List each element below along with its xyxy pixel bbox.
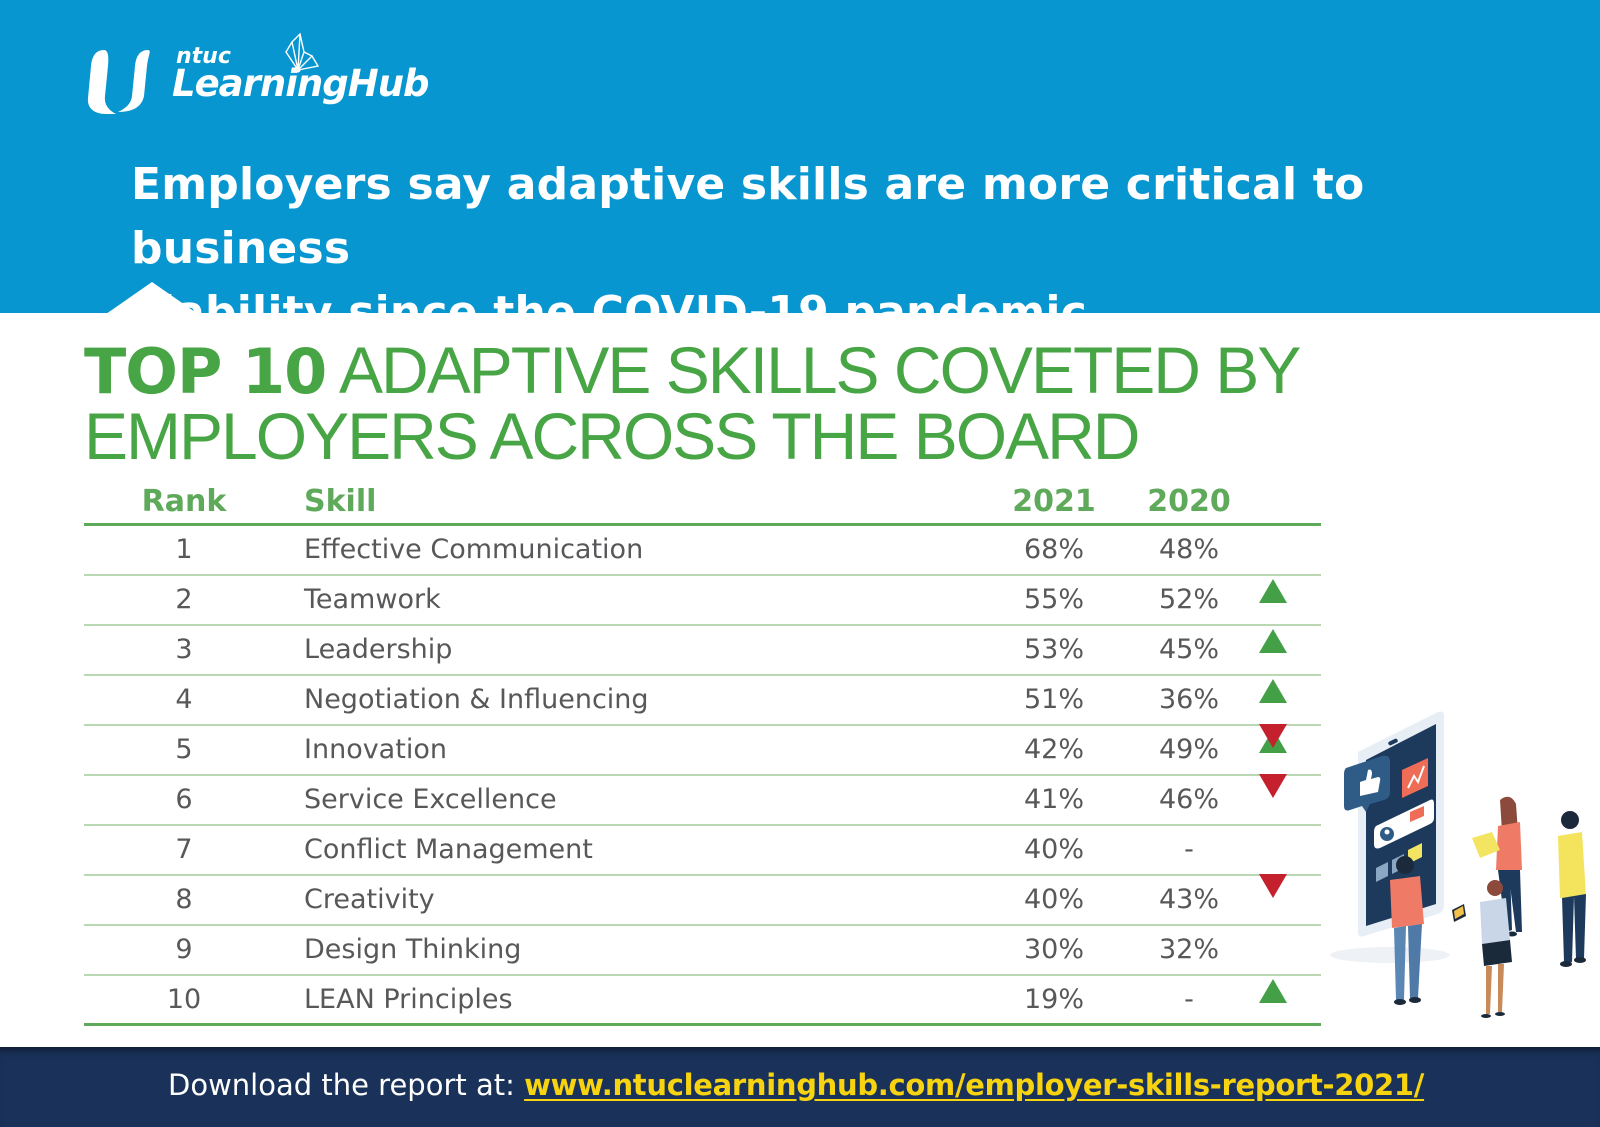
table-row: 9 Design Thinking 30% 32% [84,926,1321,1003]
table-row: 5 Innovation 42% 49% [84,724,1321,779]
skill-cell: Conflict Management [304,834,593,865]
value-2020-cell: 48% [1158,534,1219,565]
column-header-rank: Rank [141,484,227,519]
logo-ntuc-text: ntuc [176,44,231,69]
value-2021-cell: 42% [1023,734,1084,765]
trend-up-icon [1259,690,1299,753]
person-man-yellow-icon [1558,811,1586,967]
table-body: 1 Effective Communication 68% 48% 2 Team… [84,526,1321,1026]
column-header-2021: 2021 [1012,484,1096,519]
header-title: Employers say adaptive skills are more c… [131,153,1551,345]
value-2021-cell: 30% [1023,934,1084,965]
value-2020-cell: - [1184,834,1194,865]
value-2020-cell: 52% [1158,584,1219,615]
skill-cell: Effective Communication [304,534,644,565]
table-row: 3 Leadership 53% 45% [84,626,1321,703]
column-header-2020: 2020 [1147,484,1231,519]
value-2020-cell: 43% [1158,884,1219,915]
table-header: Rank Skill 2021 2020 [84,482,1321,526]
table-row: 10 LEAN Principles 19% - [84,976,1321,1026]
value-2021-cell: 40% [1023,884,1084,915]
section-heading: TOP 10 ADAPTIVE SKILLS COVETED BY EMPLOY… [84,337,1301,473]
value-2021-cell: 68% [1023,534,1084,565]
header-title-line1: Employers say adaptive skills are more c… [131,159,1365,274]
rank-cell: 6 [175,784,193,815]
trend-down-icon [1259,774,1299,829]
trend-up-icon [1259,640,1299,703]
value-2021-cell: 40% [1023,834,1084,865]
skill-cell: Negotiation & Influencing [304,684,649,715]
u-logo-icon [87,50,150,114]
rank-cell: 10 [166,984,202,1015]
table-row: 6 Service Excellence 41% 46% [84,774,1321,829]
rank-cell: 5 [175,734,193,765]
value-2021-cell: 51% [1023,684,1084,715]
report-download-link[interactable]: www.ntuclearninghub.com/employer-skills-… [524,1068,1425,1102]
rank-cell: 2 [175,584,193,615]
column-header-skill: Skill [304,484,377,519]
trend-up-icon [1259,540,1299,603]
trend-up-icon [1259,940,1299,1003]
rank-cell: 1 [175,534,193,565]
footer-text: Download the report at: www.ntuclearning… [168,1065,1424,1105]
value-2020-cell: 36% [1158,684,1219,715]
table-row: 8 Creativity 40% 43% [84,874,1321,929]
value-2020-cell: - [1184,984,1194,1015]
trend-down-icon [1259,874,1299,929]
rank-cell: 9 [175,934,193,965]
value-2020-cell: 32% [1158,934,1219,965]
rank-cell: 3 [175,634,193,665]
value-2020-cell: 46% [1158,784,1219,815]
people-with-smartphone-illustration [1330,711,1586,1018]
header-notch [106,282,198,314]
rank-cell: 7 [175,834,193,865]
table-row: 2 Teamwork 55% 52% [84,576,1321,653]
skill-cell: Creativity [304,884,435,915]
value-2021-cell: 55% [1023,584,1084,615]
value-2021-cell: 19% [1023,984,1084,1015]
table-row: 7 Conflict Management 40% - [84,826,1321,876]
footer-label: Download the report at: [168,1068,525,1102]
value-2021-cell: 41% [1023,784,1084,815]
heading-top10: TOP 10 [84,335,327,408]
header-banner: ntuc LearningHub Employers say adaptive … [0,0,1600,338]
value-2021-cell: 53% [1023,634,1084,665]
skill-cell: Innovation [304,734,447,765]
heading-line1-rest: ADAPTIVE SKILLS COVETED BY [326,333,1301,407]
thumbs-up-icon [1344,755,1390,812]
value-2020-cell: 45% [1158,634,1219,665]
skill-cell: LEAN Principles [304,984,513,1015]
logo-learninghub-text: LearningHub [172,62,430,105]
person-woman-tablet-icon [1452,880,1512,1018]
rank-cell: 8 [175,884,193,915]
rank-cell: 4 [175,684,193,715]
skill-cell: Leadership [304,634,453,665]
person-man-back-icon [1390,856,1424,1005]
skill-cell: Teamwork [304,584,441,615]
ntuc-learninghub-logo: ntuc LearningHub [86,32,430,120]
heading-line1: TOP 10 ADAPTIVE SKILLS COVETED BY [84,337,1301,404]
header-title-line2: viability since the COVID-19 pandemic [131,287,1087,338]
trend-down-icon [1259,724,1299,779]
table-row: 1 Effective Communication 68% 48% [84,526,1321,603]
heading-line2: EMPLOYERS ACROSS THE BOARD [84,399,1140,473]
butterfly-icon [285,32,320,73]
table-row: 4 Negotiation & Influencing 51% 36% [84,676,1321,753]
skill-cell: Service Excellence [304,784,557,815]
value-2020-cell: 49% [1158,734,1219,765]
footer-bar: Download the report at: www.ntuclearning… [0,1047,1600,1127]
skills-table: Rank Skill 2021 2020 1 Effective Communi… [84,482,1321,1026]
skill-cell: Design Thinking [304,934,522,965]
trend-up-icon [1259,590,1299,653]
